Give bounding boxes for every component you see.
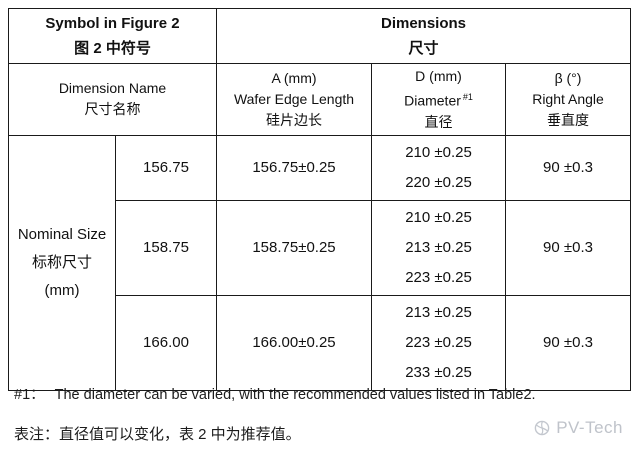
nominal-size-cell: 156.75 <box>115 134 217 201</box>
dimension-name-en: Dimension Name <box>58 80 167 97</box>
diameter-value: 213 ±0.25 <box>405 238 472 256</box>
header-col-beta-cell: β (°) Right Angle 垂直度 <box>504 63 632 136</box>
footnote-2-chinese: 表注：直径值可以变化，表 2 中为推荐值。 <box>14 426 301 443</box>
diameter-value: 213 ±0.25 <box>405 303 472 321</box>
edge-length-cell: 156.75±0.25 <box>216 134 372 201</box>
col-beta-name-zh: 垂直度 <box>547 111 590 128</box>
header-dimension-name-cell: Dimension Name 尺寸名称 <box>8 63 217 136</box>
diameter-values: 210 ±0.25 213 ±0.25 223 ±0.25 <box>374 203 503 293</box>
right-angle-cell: 90 ±0.3 <box>504 294 632 391</box>
wafer-dimensions-table: Symbol in Figure 2 图 2 中符号 Dimensions 尺寸… <box>8 8 632 391</box>
right-angle-cell: 90 ±0.3 <box>504 199 632 296</box>
footnote-1-text: The diameter can be varied, with the rec… <box>54 387 536 403</box>
nominal-size-group-label: Nominal Size 标称尺寸 (mm) <box>8 134 116 391</box>
table-row: 166.00 166.00±0.25 213 ±0.25 223 ±0.25 2… <box>9 294 632 391</box>
col-a-name-en: Wafer Edge Length <box>233 90 355 107</box>
diameter-cell: 210 ±0.25 213 ±0.25 223 ±0.25 <box>371 199 506 296</box>
col-d-symbol: D (mm) <box>415 68 462 84</box>
diameter-value: 210 ±0.25 <box>405 143 472 161</box>
row-label-unit: (mm) <box>44 281 80 299</box>
row-label-en: Nominal Size <box>17 225 107 243</box>
diameter-value: 223 ±0.25 <box>405 268 472 286</box>
col-d-name-zh: 直径 <box>424 113 453 130</box>
pv-tech-watermark: PV-Tech <box>533 418 623 438</box>
edge-length-cell: 158.75±0.25 <box>216 199 372 296</box>
header-dimensions-en: Dimensions <box>381 15 467 32</box>
footnote-1: #1： The diameter can be varied, with the … <box>14 383 536 404</box>
header-col-a-cell: A (mm) Wafer Edge Length 硅片边长 <box>216 63 372 136</box>
diameter-value: 210 ±0.25 <box>405 208 472 226</box>
footnote-1-label: #1： <box>14 387 45 403</box>
header-dimensions-cell: Dimensions 尺寸 <box>215 8 632 64</box>
diameter-value: 220 ±0.25 <box>405 173 472 191</box>
header-symbol-cell: Symbol in Figure 2 图 2 中符号 <box>8 8 217 64</box>
nominal-size-cell: 158.75 <box>115 199 217 296</box>
diameter-value: 233 ±0.25 <box>405 363 472 381</box>
diameter-values: 213 ±0.25 223 ±0.25 233 ±0.25 <box>374 298 503 388</box>
col-a-name-zh: 硅片边长 <box>266 111 322 128</box>
diameter-cell: 210 ±0.25 220 ±0.25 <box>371 134 506 201</box>
header-dimensions-zh: 尺寸 <box>408 40 439 57</box>
dimension-name-zh: 尺寸名称 <box>84 101 141 118</box>
row-label-zh: 标称尺寸 <box>31 253 92 271</box>
col-beta-symbol: β (°) <box>554 69 582 86</box>
nominal-size-cell: 166.00 <box>115 294 217 391</box>
diameter-value: 223 ±0.25 <box>405 333 472 351</box>
header-symbol-en: Symbol in Figure 2 <box>45 15 180 32</box>
edge-length-cell: 166.00±0.25 <box>216 294 372 391</box>
col-beta-name-en: Right Angle <box>532 90 604 107</box>
right-angle-cell: 90 ±0.3 <box>504 134 632 201</box>
pv-tech-logo-icon <box>533 419 551 437</box>
diameter-values: 210 ±0.25 220 ±0.25 <box>374 138 503 198</box>
diameter-cell: 213 ±0.25 223 ±0.25 233 ±0.25 <box>371 294 506 391</box>
header-symbol-zh: 图 2 中符号 <box>74 40 151 57</box>
col-a-symbol: A (mm) <box>271 69 317 86</box>
pv-tech-watermark-label: PV-Tech <box>556 418 623 437</box>
table-row: Nominal Size 标称尺寸 (mm) 156.75 156.75±0.2… <box>8 134 632 391</box>
header-row-2: Dimension Name 尺寸名称 A (mm) Wafer Edge Le… <box>8 63 632 136</box>
header-col-d-cell: D (mm) Diameter #1 直径 <box>371 63 506 136</box>
col-d-name-en: Diameter #1 <box>404 92 473 109</box>
footnote-ref: #1 <box>462 92 473 102</box>
header-row-1: Symbol in Figure 2 图 2 中符号 Dimensions 尺寸 <box>8 8 632 64</box>
table-row: 158.75 158.75±0.25 210 ±0.25 213 ±0.25 2… <box>9 199 632 296</box>
